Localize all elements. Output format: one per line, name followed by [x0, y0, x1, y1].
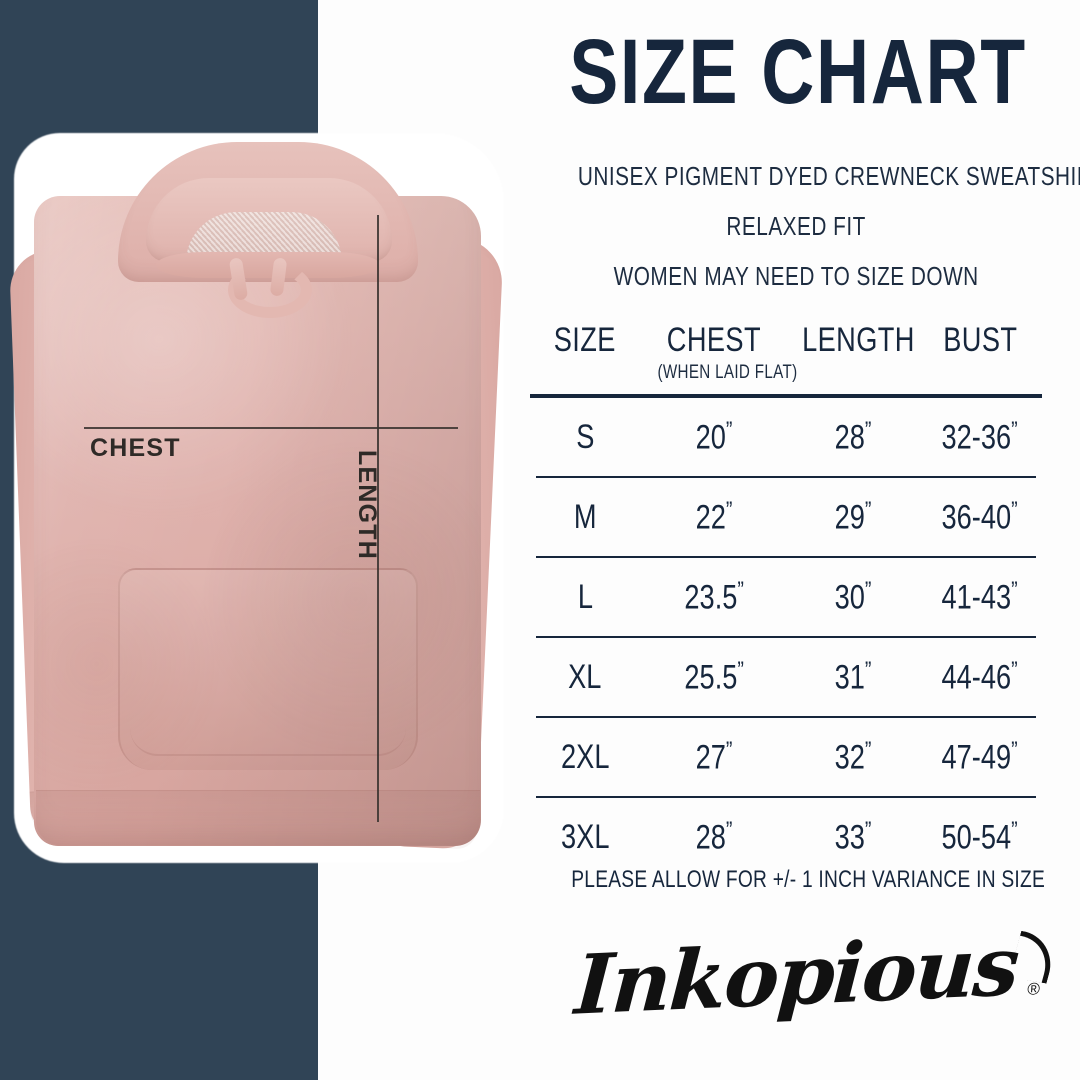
table-header-rule	[530, 394, 1042, 398]
column-header-size: SIZE	[553, 320, 617, 359]
inch-mark: ”	[864, 416, 872, 444]
garment-kangaroo-pocket	[118, 568, 418, 770]
cell-size: L	[577, 577, 593, 616]
cell-length: 33”	[834, 816, 872, 857]
column-header-length: LENGTH	[802, 320, 915, 359]
inch-mark: ”	[725, 416, 733, 444]
brand-name: Inkopious	[572, 918, 1020, 1034]
garment-photo: CHEST LENGTH	[0, 0, 520, 1080]
table-row: 3XL 28” 33” 50-54”	[530, 798, 1042, 876]
inch-mark: ”	[1011, 816, 1019, 844]
cell-chest: 25.5”	[684, 656, 744, 697]
inch-mark: ”	[864, 496, 872, 524]
cell-bust: 47-49”	[941, 736, 1019, 777]
table-row: M 22” 29” 36-40”	[530, 478, 1042, 556]
inch-mark: ”	[1011, 416, 1019, 444]
subtitle-sizing-advice: WOMEN MAY NEED TO SIZE DOWN	[613, 261, 979, 291]
column-header-chest: CHEST	[666, 320, 762, 359]
cell-length: 28”	[834, 416, 872, 457]
page-title-text: SIZE CHART	[569, 21, 1027, 123]
cell-bust: 41-43”	[941, 576, 1019, 617]
cell-chest: 20”	[695, 416, 733, 457]
inch-mark: ”	[737, 656, 744, 684]
cell-size: M	[573, 497, 597, 536]
table-row: XL 25.5” 31” 44-46”	[530, 638, 1042, 716]
page-title: SIZE CHART	[512, 26, 1080, 118]
inch-mark: ”	[725, 496, 733, 524]
inch-mark: ”	[737, 576, 744, 604]
cell-bust: 44-46”	[941, 656, 1019, 697]
table-row-divider	[536, 796, 1036, 798]
registered-trademark-icon: ®	[1026, 979, 1041, 999]
subtitle-product: UNISEX PIGMENT DYED CREWNECK SWEATSHIRT	[577, 161, 1080, 191]
table-row: S 20” 28” 32-36”	[530, 398, 1042, 476]
cell-bust: 36-40”	[941, 496, 1019, 537]
cell-size: 3XL	[560, 817, 610, 856]
chart-column: SIZE CHART UNISEX PIGMENT DYED CREWNECK …	[512, 0, 1080, 1080]
inch-mark: ”	[725, 816, 733, 844]
brand-logo-wordmark: Inkopious ®	[572, 918, 1060, 1034]
inch-mark: ”	[1011, 576, 1019, 604]
chest-measure-line	[84, 427, 458, 429]
column-header-bust: BUST	[942, 320, 1018, 359]
length-measure-label: LENGTH	[353, 450, 381, 560]
table-header-row: SIZE CHEST LENGTH BUST (WHEN LAID FLAT)	[530, 318, 1042, 384]
inch-mark: ”	[864, 816, 872, 844]
cell-bust: 32-36”	[941, 416, 1019, 457]
inch-mark: ”	[725, 736, 733, 764]
chest-measure-label: CHEST	[90, 434, 181, 462]
cell-length: 29”	[834, 496, 872, 537]
inch-mark: ”	[1011, 496, 1019, 524]
cell-chest: 22”	[695, 496, 733, 537]
inch-mark: ”	[864, 736, 872, 764]
table-row-divider	[536, 716, 1036, 718]
variance-disclaimer: PLEASE ALLOW FOR +/- 1 INCH VARIANCE IN …	[571, 866, 1046, 893]
size-table: SIZE CHEST LENGTH BUST (WHEN LAID FLAT)	[530, 318, 1042, 876]
table-row-divider	[536, 556, 1036, 558]
cell-bust: 50-54”	[941, 816, 1019, 857]
inch-mark: ”	[864, 656, 872, 684]
table-row-divider	[536, 636, 1036, 638]
cell-size: 2XL	[560, 737, 610, 776]
inch-mark: ”	[1011, 736, 1019, 764]
inch-mark: ”	[1011, 656, 1019, 684]
cell-length: 31”	[834, 656, 872, 697]
cell-size: XL	[568, 657, 602, 696]
garment-hem	[36, 790, 480, 845]
cell-length: 32”	[834, 736, 872, 777]
subtitle-fit: RELAXED FIT	[726, 211, 866, 241]
length-measure-line	[377, 215, 379, 822]
cell-length: 30”	[834, 576, 872, 617]
brand-logo: Inkopious ®	[512, 918, 1080, 1034]
cell-size: S	[575, 417, 595, 456]
table-row: L 23.5” 30” 41-43”	[530, 558, 1042, 636]
column-note-when-laid-flat: (WHEN LAID FLAT)	[657, 362, 798, 383]
cell-chest: 23.5”	[684, 576, 744, 617]
table-row-divider	[536, 476, 1036, 478]
table-row: 2XL 27” 32” 47-49”	[530, 718, 1042, 796]
inch-mark: ”	[864, 576, 872, 604]
cell-chest: 27”	[695, 736, 733, 777]
pocket-inner-seam	[130, 580, 406, 756]
cell-chest: 28”	[695, 816, 733, 857]
